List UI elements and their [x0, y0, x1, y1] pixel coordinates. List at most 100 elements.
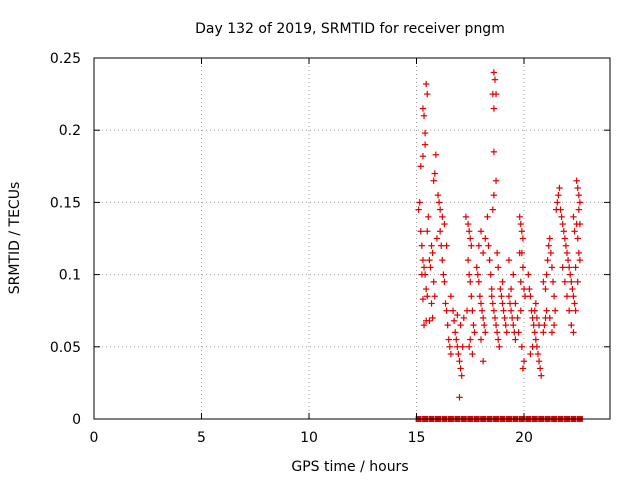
data-point: [543, 271, 550, 278]
data-point: [422, 285, 430, 293]
data-point: [516, 213, 523, 221]
data-point: [531, 307, 538, 314]
data-point: [431, 293, 438, 300]
data-point: [519, 264, 527, 271]
data-point: [445, 336, 452, 343]
data-point: [420, 321, 428, 329]
data-point: [551, 307, 559, 314]
data-point: [465, 343, 473, 350]
data-point: [533, 314, 541, 322]
data-point: [443, 242, 450, 249]
data-point: [570, 213, 577, 221]
data-point: [555, 191, 562, 199]
data-point: [460, 314, 467, 322]
data-point: [467, 336, 474, 343]
data-point: [471, 329, 478, 336]
data-point: [464, 256, 472, 264]
data-point: [549, 278, 557, 286]
y-tick-label: 0.15: [50, 195, 81, 211]
y-tick-labels: 0 0.05 0.1 0.15 0.2 0.25: [50, 51, 81, 428]
data-point: [519, 235, 527, 242]
data-point: [430, 278, 437, 286]
data-point: [548, 329, 556, 336]
data-point: [562, 242, 570, 249]
data-point: [488, 285, 495, 293]
data-point: [481, 321, 488, 329]
data-point: [572, 264, 579, 271]
data-point: [490, 105, 498, 112]
data-point: [491, 76, 499, 83]
data-point: [479, 249, 487, 257]
data-point: [416, 199, 423, 206]
data-point: [506, 300, 514, 307]
data-point: [520, 358, 528, 365]
data-point: [505, 256, 513, 264]
data-point: [444, 321, 451, 329]
data-point: [517, 307, 524, 314]
data-point: [512, 336, 519, 343]
data-point: [570, 329, 577, 336]
data-point: [518, 343, 526, 350]
data-point: [470, 321, 477, 329]
data-point: [576, 199, 584, 206]
data-point: [545, 242, 552, 249]
data-point: [434, 191, 442, 199]
data-point: [433, 235, 441, 242]
data-point: [436, 206, 444, 213]
data-point: [468, 242, 475, 249]
data-point: [567, 271, 574, 278]
data-point: [518, 228, 526, 235]
data-point: [428, 300, 435, 307]
data-point: [572, 307, 579, 314]
data-point: [441, 278, 448, 286]
data-point: [561, 278, 569, 286]
data-point: [427, 264, 434, 271]
data-point: [489, 90, 497, 98]
data-point: [475, 242, 483, 249]
x-axis-title: GPS time / hours: [291, 459, 408, 475]
y-tick-label: 0.05: [50, 340, 81, 356]
data-point: [559, 264, 566, 271]
data-point: [501, 314, 508, 322]
data-point: [570, 293, 577, 300]
data-point: [467, 278, 474, 286]
data-point: [488, 293, 495, 300]
data-point: [575, 249, 583, 257]
x-tick-label: 10: [300, 430, 318, 446]
data-point: [507, 285, 515, 293]
data-point: [465, 271, 473, 278]
data-point: [422, 80, 430, 88]
data-points: [415, 69, 584, 401]
data-point: [571, 300, 578, 307]
data-point: [521, 293, 529, 300]
data-point: [462, 213, 470, 221]
data-point: [574, 235, 581, 242]
axis-ticks: [93, 57, 610, 420]
data-point: [436, 228, 444, 235]
data-point: [420, 264, 428, 271]
data-point: [512, 300, 519, 307]
data-point: [458, 372, 465, 379]
data-point: [571, 228, 578, 235]
data-point: [454, 311, 461, 319]
data-point: [560, 228, 567, 235]
data-point: [419, 105, 427, 112]
data-point: [548, 264, 556, 271]
data-point: [576, 220, 584, 228]
data-point: [453, 336, 460, 343]
data-point: [515, 329, 522, 336]
data-point: [419, 152, 427, 160]
data-point: [419, 256, 427, 264]
y-tick-label: 0.25: [50, 51, 81, 67]
data-point: [435, 199, 443, 206]
data-point: [456, 358, 463, 365]
data-point: [484, 213, 491, 221]
data-point: [497, 285, 504, 293]
data-point: [440, 271, 447, 278]
data-point: [500, 307, 507, 314]
data-point: [490, 69, 498, 76]
data-point: [554, 199, 561, 206]
data-point: [517, 278, 524, 286]
data-point: [418, 271, 426, 278]
data-point: [538, 372, 545, 379]
